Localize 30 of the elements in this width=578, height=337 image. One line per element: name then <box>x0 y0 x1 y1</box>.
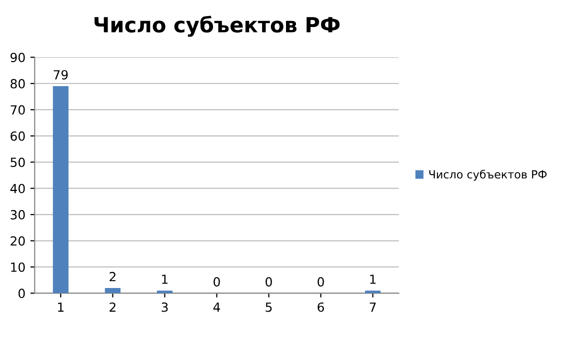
x-tick-label: 5 <box>266 302 272 312</box>
bar <box>365 290 381 294</box>
x-tick-label: 4 <box>213 302 220 312</box>
x-tick-label: 3 <box>162 302 168 312</box>
y-tick-label: 80 <box>10 78 25 88</box>
y-tick-label: 10 <box>11 262 25 272</box>
y-tick-label: 40 <box>10 184 25 194</box>
data-label: 1 <box>370 274 376 284</box>
x-tick-label: 7 <box>370 302 376 312</box>
data-label: 1 <box>162 274 168 284</box>
data-label: 0 <box>318 277 324 287</box>
bar <box>104 288 121 294</box>
x-tick-label: 6 <box>318 302 324 312</box>
legend-label: Число субъектов РФ <box>429 170 547 181</box>
y-tick-label: 30 <box>10 210 25 220</box>
y-tick-label: 50 <box>10 158 25 168</box>
bar <box>52 86 68 294</box>
data-label: 0 <box>214 277 220 287</box>
data-label: 0 <box>266 277 272 287</box>
data-label: 2 <box>110 272 116 282</box>
y-tick-label: 0 <box>18 288 25 298</box>
y-tick-label: 60 <box>10 131 25 141</box>
bar <box>156 290 173 294</box>
chart-title: Число субъектов РФ <box>94 16 340 37</box>
y-tick-label: 20 <box>10 236 25 246</box>
x-tick-label: 1 <box>58 302 64 312</box>
data-label: 79 <box>54 70 68 80</box>
y-tick-label: 70 <box>10 105 25 115</box>
y-tick-label: 90 <box>10 52 25 62</box>
x-tick-label: 2 <box>110 302 116 312</box>
